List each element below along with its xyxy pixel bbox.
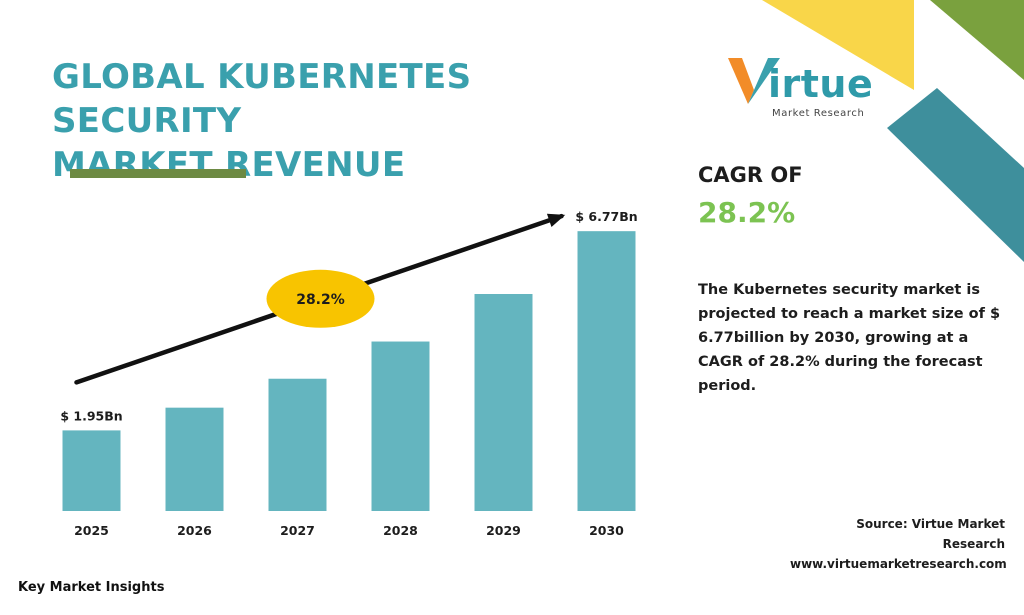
deco-green-triangle — [930, 0, 1024, 80]
corner-decoration — [762, 0, 1024, 262]
data-label-2030: $ 6.77Bn — [575, 209, 637, 224]
x-tick-label-2029: 2029 — [486, 523, 521, 538]
logo-subtitle: Market Research — [772, 108, 865, 119]
deco-yellow-triangle — [762, 0, 914, 90]
bar-2029 — [474, 294, 533, 511]
footer-label: Key Market Insights — [18, 580, 165, 595]
bar-2026 — [165, 407, 224, 511]
trend-arrow-head — [546, 213, 566, 228]
title-line-1: GLOBAL KUBERNETES SECURITY — [52, 57, 472, 141]
cagr-value: 28.2% — [698, 196, 796, 229]
market-description: The Kubernetes security market is projec… — [698, 282, 1001, 394]
source-name: Source: Virtue Market Research — [856, 517, 1005, 551]
cagr-label: CAGR OF — [698, 163, 803, 187]
brand-logo: irtue Market Research — [728, 52, 898, 132]
bar-2028 — [371, 341, 430, 511]
x-tick-label-2028: 2028 — [383, 523, 418, 538]
bar-2030 — [577, 231, 636, 511]
title-line-2: MARKET REVENUE — [52, 145, 406, 185]
source-url: www.virtuemarketresearch.com — [790, 557, 1007, 571]
bar-2027 — [268, 378, 327, 511]
data-label-2025: $ 1.95Bn — [60, 408, 122, 423]
x-tick-label-2030: 2030 — [589, 523, 624, 538]
x-tick-label-2026: 2026 — [177, 523, 212, 538]
cagr-badge-label: 28.2% — [296, 292, 345, 308]
revenue-bar-chart: 2025 2026 2027 2028 2029 2030 $ 1.95Bn $ 6.77Bn… — [60, 209, 637, 538]
x-tick-label-2027: 2027 — [280, 523, 315, 538]
deco-teal-stripe — [887, 88, 1024, 262]
cagr-badge — [266, 269, 375, 328]
page-title: GLOBAL KUBERNETES SECURITY MARKET REVENU… — [52, 55, 652, 187]
bar-2025 — [62, 430, 121, 511]
logo-v-mark — [728, 58, 780, 104]
x-tick-label-2025: 2025 — [74, 523, 109, 538]
title-underline — [70, 169, 246, 178]
logo-wordmark: irtue — [768, 62, 874, 106]
source-citation: Source: Virtue Market Research www.virtu… — [790, 514, 1007, 574]
